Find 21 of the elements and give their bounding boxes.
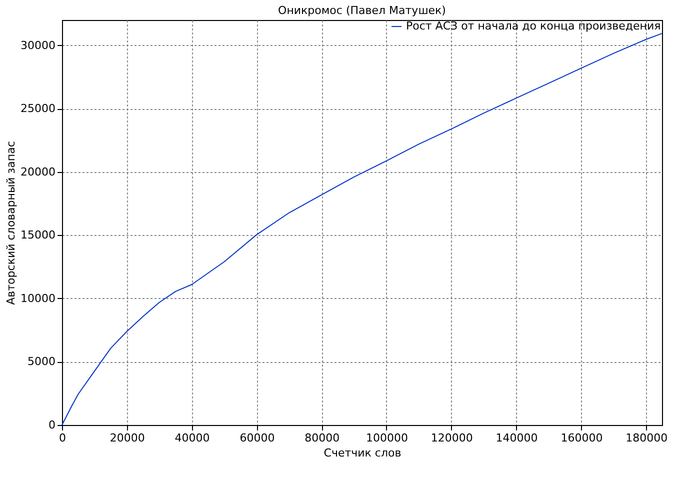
x-tick-label: 0 xyxy=(59,432,66,444)
x-tick-label: 120000 xyxy=(430,432,473,444)
y-tick-label: 20000 xyxy=(20,165,56,178)
legend-label: Рост АСЗ от начала до конца произведения xyxy=(406,20,661,32)
x-tick-label: 20000 xyxy=(110,432,145,444)
y-tick-label: 5000 xyxy=(28,355,56,368)
y-tick-label: 10000 xyxy=(20,292,56,305)
x-tick-label: 60000 xyxy=(240,432,275,444)
chart-title: Оникромос (Павел Матушек) xyxy=(278,4,446,17)
y-tick-label: 15000 xyxy=(20,228,56,242)
x-tick-label: 40000 xyxy=(174,432,210,444)
x-tick-label: 160000 xyxy=(560,432,603,444)
x-tick-label: 140000 xyxy=(496,432,538,444)
y-tick-label: 0 xyxy=(48,418,56,432)
x-tick-label: 180000 xyxy=(626,432,668,444)
x-tick-label: 100000 xyxy=(366,432,408,444)
y-tick-label: 25000 xyxy=(20,102,56,116)
y-axis-title: Авторский словарный запас xyxy=(4,141,18,305)
x-axis-title: Счетчик слов xyxy=(324,446,402,460)
x-tick-label: 80000 xyxy=(304,432,340,444)
y-tick-label: 30000 xyxy=(20,38,56,52)
